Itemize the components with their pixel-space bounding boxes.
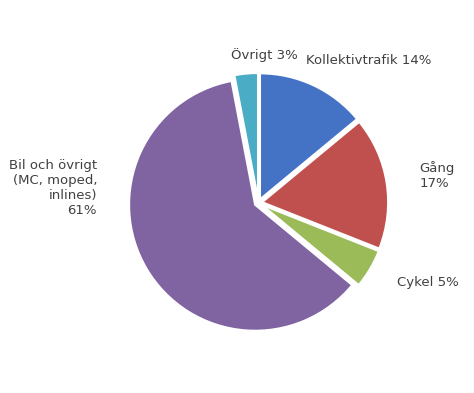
Text: Bil och övrigt
(MC, moped,
inlines)
61%: Bil och övrigt (MC, moped, inlines) 61% <box>9 159 97 217</box>
Text: Kollektivtrafik 14%: Kollektivtrafik 14% <box>306 54 432 67</box>
Wedge shape <box>235 73 258 199</box>
Wedge shape <box>260 73 357 199</box>
Wedge shape <box>262 205 379 285</box>
Text: Cykel 5%: Cykel 5% <box>397 276 459 289</box>
Text: Gång
17%: Gång 17% <box>419 161 455 189</box>
Wedge shape <box>262 122 388 249</box>
Wedge shape <box>129 81 352 331</box>
Text: Övrigt 3%: Övrigt 3% <box>231 48 298 62</box>
